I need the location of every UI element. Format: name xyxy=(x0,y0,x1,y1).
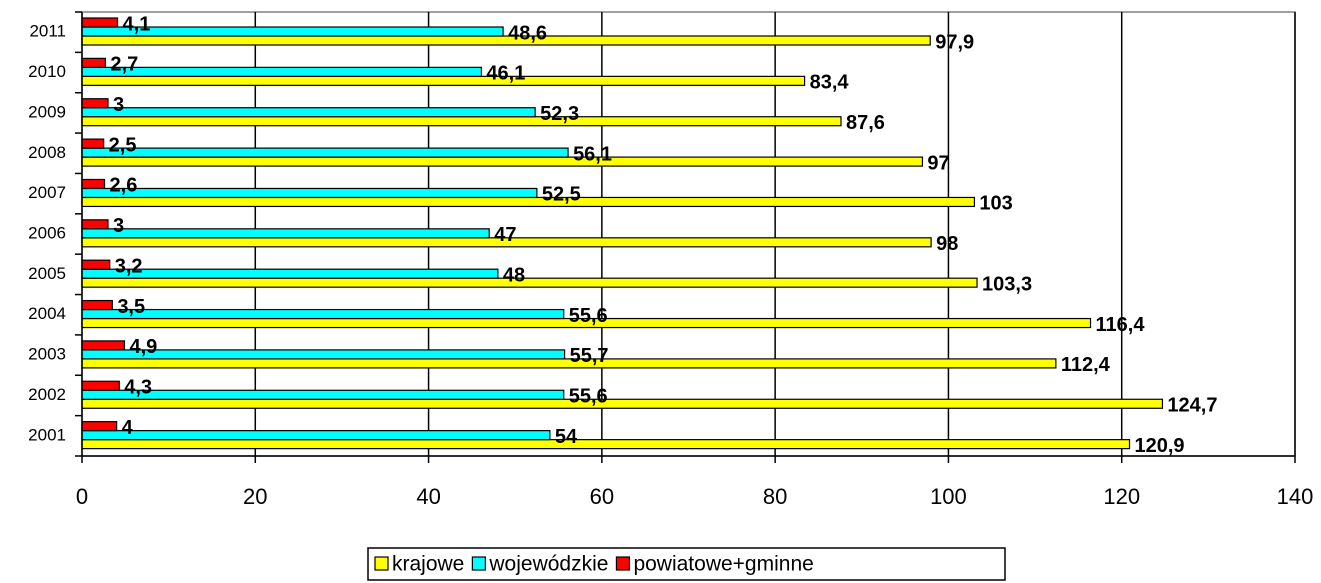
bar xyxy=(81,380,120,391)
x-tick-label: 100 xyxy=(930,484,967,509)
value-label: 3,2 xyxy=(115,255,143,277)
bar xyxy=(81,389,565,400)
bar xyxy=(81,98,109,109)
bar xyxy=(81,299,113,311)
bar xyxy=(81,116,842,127)
bar xyxy=(81,398,1164,409)
value-label: 54 xyxy=(555,426,578,448)
bar xyxy=(81,268,499,279)
bar xyxy=(81,17,119,28)
x-tick-label: 0 xyxy=(76,484,88,509)
bar xyxy=(81,57,106,68)
value-label: 52,3 xyxy=(540,103,579,125)
y-tick-label: 2011 xyxy=(29,22,66,41)
bar xyxy=(81,421,118,432)
bar xyxy=(81,107,536,118)
bar xyxy=(81,178,106,190)
value-label: 4,1 xyxy=(123,13,151,35)
legend-label: krajowe xyxy=(392,553,464,576)
value-label: 47 xyxy=(494,224,516,246)
y-tick-label: 2007 xyxy=(28,183,66,202)
bar xyxy=(81,196,976,208)
x-tick-label: 140 xyxy=(1277,484,1314,509)
bar xyxy=(81,66,483,77)
value-label: 3,5 xyxy=(117,296,145,318)
y-tick-label: 2006 xyxy=(28,223,66,242)
value-label: 103,3 xyxy=(982,273,1032,295)
value-label: 2,6 xyxy=(110,175,138,197)
y-tick-label: 2010 xyxy=(28,62,66,81)
x-tick-label: 120 xyxy=(1103,484,1140,509)
bar xyxy=(81,75,806,86)
y-tick-label: 2004 xyxy=(28,304,66,323)
x-tick-label: 80 xyxy=(763,484,787,509)
value-label: 112,4 xyxy=(1061,354,1111,376)
x-tick-label: 60 xyxy=(590,484,614,509)
value-label: 3 xyxy=(113,215,124,237)
bar xyxy=(81,138,105,149)
x-tick-label: 20 xyxy=(243,484,267,509)
bar xyxy=(81,439,1131,450)
value-label: 48 xyxy=(503,264,525,286)
y-tick-label: 2009 xyxy=(28,102,66,121)
value-label: 55,7 xyxy=(570,345,609,367)
bar xyxy=(81,156,924,167)
value-label: 97 xyxy=(927,152,949,174)
bar xyxy=(81,259,111,270)
value-label: 2,5 xyxy=(109,134,137,156)
y-tick-label: 2001 xyxy=(28,425,66,444)
bar xyxy=(81,430,551,441)
y-tick-label: 2003 xyxy=(28,345,66,364)
bar xyxy=(81,147,569,158)
value-label: 2,7 xyxy=(110,54,138,76)
value-label: 55,6 xyxy=(569,386,608,408)
y-tick-label: 2005 xyxy=(28,264,66,283)
legend-swatch xyxy=(615,556,631,571)
bar xyxy=(81,219,109,230)
value-label: 103 xyxy=(979,193,1012,215)
value-label: 46,1 xyxy=(486,63,525,85)
value-label: 87,6 xyxy=(846,112,885,134)
value-label: 56,1 xyxy=(573,143,612,165)
legend-swatch xyxy=(374,556,389,571)
value-label: 3 xyxy=(113,94,124,116)
bar xyxy=(81,340,126,351)
legend-label: powiatowe+gminne xyxy=(633,553,813,576)
value-label: 98 xyxy=(936,233,958,255)
value-label: 4 xyxy=(122,417,134,439)
bar xyxy=(81,35,931,46)
bar xyxy=(81,308,565,320)
value-label: 48,6 xyxy=(508,22,547,44)
y-tick-label: 2008 xyxy=(28,143,66,162)
value-label: 83,4 xyxy=(810,72,850,94)
value-label: 116,4 xyxy=(1096,314,1146,336)
legend-label: wojewódzkie xyxy=(488,553,608,576)
value-label: 120,9 xyxy=(1135,435,1185,457)
bar xyxy=(81,187,538,199)
x-tick-label: 40 xyxy=(416,484,440,509)
value-label: 97,9 xyxy=(935,31,974,53)
value-label: 55,6 xyxy=(569,305,608,327)
value-label: 4,3 xyxy=(124,377,152,399)
value-label: 52,5 xyxy=(542,184,581,206)
value-label: 124,7 xyxy=(1167,395,1217,417)
bar xyxy=(81,277,978,288)
bar xyxy=(81,228,490,239)
y-tick-label: 2002 xyxy=(28,385,66,404)
value-label: 4,9 xyxy=(129,336,157,358)
legend-swatch xyxy=(471,556,486,571)
